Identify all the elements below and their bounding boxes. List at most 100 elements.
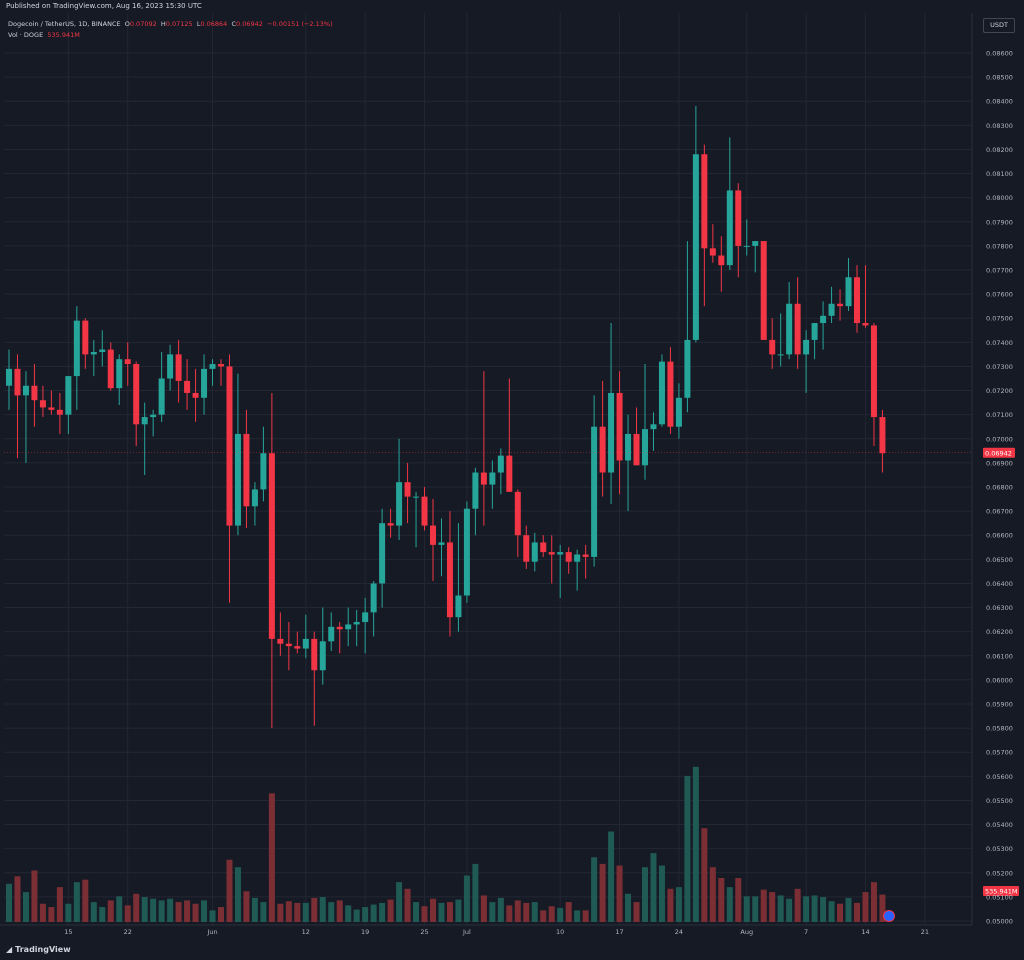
- candle-body: [277, 638, 284, 644]
- candle-body: [133, 364, 140, 425]
- candle-body: [497, 455, 504, 473]
- last-volume-badge: [983, 886, 1019, 896]
- volume-bar: [234, 867, 241, 922]
- volume-bar: [336, 900, 343, 922]
- candle-body: [463, 508, 470, 596]
- volume-bar: [684, 775, 691, 922]
- candle-body: [870, 325, 877, 418]
- candle-body: [328, 626, 335, 642]
- price-tick-label: 0.06200: [986, 628, 1013, 636]
- candle-body: [218, 364, 224, 367]
- candle-body: [370, 583, 377, 613]
- volume-bar: [430, 898, 436, 922]
- price-tick-label: 0.05100: [986, 893, 1013, 901]
- volume-bar: [370, 904, 377, 922]
- volume-bar: [73, 882, 80, 922]
- candle-body: [73, 320, 80, 377]
- volume-bar: [6, 883, 12, 922]
- candle-body: [404, 482, 411, 497]
- volume-bar: [870, 882, 877, 922]
- candle-body: [430, 525, 436, 545]
- volume-bar: [692, 766, 699, 922]
- candle-body: [192, 392, 199, 398]
- tradingview-logo[interactable]: ◢ TradingView: [6, 945, 71, 954]
- close-prefix: C: [231, 20, 237, 28]
- candle-body: [226, 366, 233, 526]
- volume-bar: [514, 900, 521, 922]
- volume-bar: [769, 892, 776, 922]
- price-tick-label: 0.05400: [986, 821, 1013, 829]
- volume-bar: [396, 882, 403, 922]
- symbol-name: Dogecoin / TetherUS, 1D, BINANCE: [8, 20, 121, 28]
- volume-bar: [837, 903, 844, 922]
- volume-bar: [90, 902, 97, 922]
- tradingview-logo-icon: ◢: [6, 945, 13, 954]
- volume-bar: [201, 900, 208, 922]
- candle-body: [22, 385, 29, 396]
- volume-bar: [175, 902, 182, 922]
- high-value: 0.07125: [165, 20, 193, 28]
- volume-bar: [277, 903, 284, 922]
- low-value: 0.06864: [200, 20, 228, 28]
- volume-bar: [107, 900, 114, 922]
- volume-bar: [446, 902, 453, 922]
- volume-bar: [803, 896, 810, 922]
- volume-bar: [463, 875, 470, 922]
- candle-body: [65, 376, 72, 415]
- volume-bar: [39, 903, 46, 922]
- candle-body: [726, 190, 733, 266]
- volume-bar: [455, 899, 462, 922]
- volume-bar: [633, 902, 640, 922]
- volume-bar: [285, 901, 292, 922]
- candle-body: [489, 472, 496, 485]
- published-label: Published on TradingView.com, Aug 16, 20…: [6, 2, 202, 10]
- close-value: 0.06942: [236, 20, 263, 28]
- volume-bar: [557, 907, 564, 922]
- open-value: 0.07092: [129, 20, 157, 28]
- volume-bar: [65, 903, 72, 922]
- volume-bar: [472, 863, 479, 922]
- volume-bar: [251, 897, 258, 922]
- candle-body: [379, 523, 386, 584]
- price-tick-label: 0.06300: [986, 604, 1013, 612]
- currency-button[interactable]: USDT: [983, 18, 1015, 33]
- volume-bar: [268, 793, 275, 922]
- symbol-legend: Dogecoin / TetherUS, 1D, BINANCE O0.0709…: [8, 20, 333, 28]
- candle-body: [692, 154, 699, 340]
- candle-body: [828, 303, 835, 316]
- volume-bar: [404, 888, 411, 922]
- candle-body: [90, 351, 97, 355]
- candle-body: [616, 392, 623, 461]
- volume-bar: [413, 902, 420, 922]
- volume-bar: [319, 897, 326, 922]
- candle-body: [582, 554, 589, 557]
- price-tick-label: 0.07300: [986, 363, 1013, 371]
- volume-bar: [387, 899, 394, 922]
- volume-bar: [608, 831, 615, 922]
- candle-body: [557, 552, 564, 555]
- tradingview-logo-text: TradingView: [15, 945, 71, 954]
- candle-body: [786, 303, 793, 355]
- chart-area[interactable]: 0.06942 535.941M 0.08600 0.08500 0.08400 0.0…: [0, 13, 1024, 945]
- grid-lines: [0, 13, 973, 926]
- candle-body: [667, 361, 674, 427]
- volume-bar: [565, 902, 572, 922]
- price-tick-label: 0.05600: [986, 773, 1013, 781]
- candle-body: [285, 643, 292, 647]
- candle-body: [658, 361, 665, 425]
- volume-bar: [777, 895, 784, 922]
- volume-bar: [421, 906, 428, 922]
- candle-body: [446, 542, 453, 618]
- candle-body: [523, 535, 530, 562]
- candle-body: [150, 414, 157, 418]
- volume-bar: [489, 902, 496, 922]
- volume-bar: [582, 910, 589, 922]
- candle-body: [234, 433, 241, 526]
- price-tick-label: 0.05300: [986, 845, 1013, 853]
- candles: [6, 106, 886, 729]
- time-tick-label: 14: [861, 928, 869, 936]
- footer: [0, 940, 1024, 960]
- candle-body: [760, 241, 767, 340]
- candle-body: [268, 453, 275, 639]
